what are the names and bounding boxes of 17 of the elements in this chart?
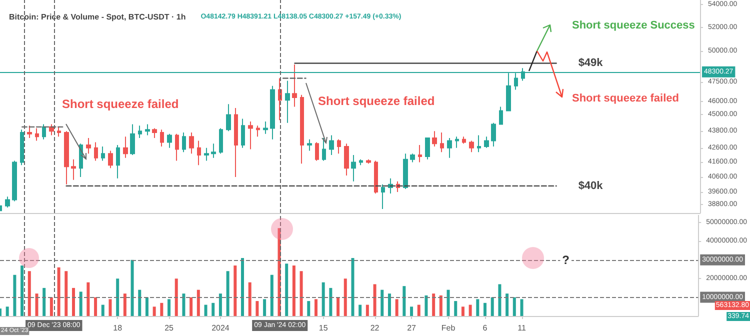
series-label: $49k xyxy=(578,57,604,70)
x-tick-label: 6 xyxy=(482,324,488,332)
x-tick-label: 15 xyxy=(318,324,328,332)
annotation: Short squeeze failed xyxy=(572,92,679,104)
x-tick-label: Feb xyxy=(441,324,456,332)
x-tick-label: 18 xyxy=(113,324,123,332)
x-tick-label: 2024 xyxy=(212,324,230,332)
x-tick-label: 11 xyxy=(518,324,526,332)
text: Bitcoin: Price & Volume - Spot, BTC-USDT · 1h xyxy=(9,12,186,22)
series-label: $40k xyxy=(578,180,604,192)
annotation: Short squeeze failed xyxy=(318,94,435,108)
x-tick-label: 27 xyxy=(407,324,417,332)
x-tick-label: 25 xyxy=(164,324,174,332)
annotation: Short squeeze failed xyxy=(62,97,179,111)
x-tick-label: 22 xyxy=(370,324,380,332)
annotation: Short squeeze Success xyxy=(572,20,695,32)
annotation: ? xyxy=(562,252,570,267)
